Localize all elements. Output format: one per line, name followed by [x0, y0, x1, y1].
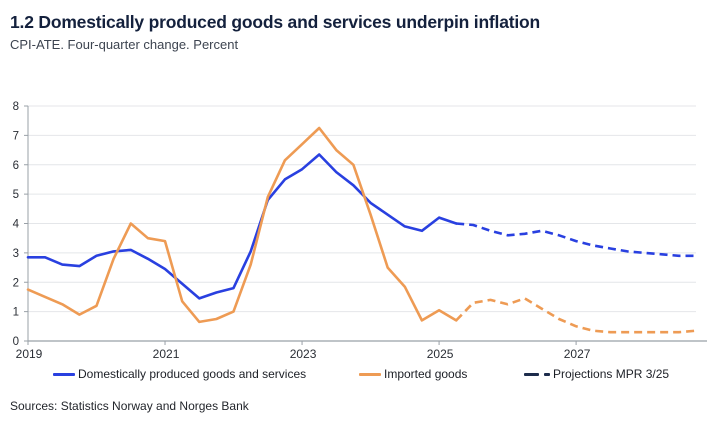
y-axis-label: 3 — [13, 248, 19, 260]
legend-label-projections: Projections MPR 3/25 — [553, 367, 670, 381]
legend-item-projections: Projections MPR 3/25 — [524, 366, 669, 382]
chart-line-imported — [26, 126, 458, 324]
sources-note: Sources: Statistics Norway and Norges Ba… — [10, 399, 249, 413]
x-axis-label: 2027 — [564, 347, 591, 361]
legend-label-imported: Imported goods — [384, 367, 468, 381]
x-axis-label: 2025 — [427, 347, 454, 361]
y-axis-label: 8 — [13, 101, 19, 113]
x-axis-label: 2023 — [290, 347, 317, 361]
legend-item-domestic: Domestically produced goods and services — [53, 366, 306, 382]
y-axis-label: 2 — [13, 277, 19, 289]
x-axis-label: 2019 — [16, 347, 43, 361]
line-chart: 0 1 2 3 4 5 6 7 8 2019 2021 2023 2025 2027 — [13, 101, 707, 361]
legend-swatch-projection-dash — [544, 372, 550, 376]
chart-line-domestic-projection — [456, 222, 696, 258]
y-axis-label: 0 — [13, 336, 19, 348]
legend-swatch-imported-line — [359, 372, 381, 376]
chart-title: 1.2 Domestically produced goods and serv… — [10, 12, 541, 32]
chart-line-imported-projection — [455, 297, 697, 334]
legend-swatch-projection-dash — [524, 372, 539, 376]
chart-line-domestic — [26, 153, 458, 300]
legend-item-imported: Imported goods — [359, 366, 467, 382]
legend-label-domestic: Domestically produced goods and services — [78, 367, 307, 381]
y-axis-label: 6 — [13, 160, 19, 172]
y-axis-label: 5 — [13, 189, 19, 201]
y-axis-label: 7 — [13, 130, 19, 142]
legend-swatch-domestic-line — [53, 372, 75, 376]
y-axis-label: 4 — [13, 219, 20, 231]
chart-subtitle: CPI-ATE. Four-quarter change. Percent — [10, 37, 239, 52]
x-axis-label: 2021 — [153, 347, 180, 361]
y-axis-label: 1 — [13, 307, 19, 319]
